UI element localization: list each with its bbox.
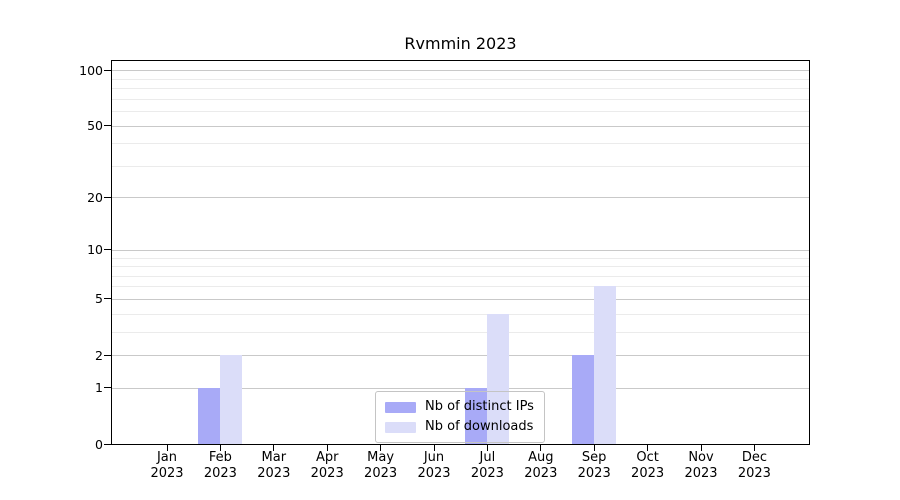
gridline-minor-40 (112, 143, 809, 145)
x-tick-label-may: May 2023 (364, 450, 398, 481)
x-tick-mark-jan (166, 445, 168, 451)
gridline-minor-80 (112, 88, 809, 89)
x-tick-mark-sep (593, 445, 595, 451)
gridline-minor-9 (112, 257, 809, 259)
gridline-minor-30 (112, 165, 809, 167)
legend-item-distinct-ips: Nb of distinct IPs (385, 397, 534, 417)
gridline-minor-4 (112, 313, 809, 315)
y-tick-label-10: 10 (87, 242, 103, 258)
gridline-major-1 (112, 387, 809, 389)
x-tick-mark-feb (219, 445, 221, 451)
x-tick-label-aug: Aug 2023 (524, 450, 558, 481)
x-tick-label-dec: Dec 2023 (737, 450, 771, 481)
plot-area: Nb of distinct IPs Nb of downloads (111, 60, 810, 445)
x-tick-label-jan: Jan 2023 (150, 450, 184, 481)
y-tick-label-1: 1 (95, 380, 103, 396)
bar-distinct-ips-sep (572, 355, 595, 444)
y-tick-label-2: 2 (95, 347, 103, 363)
gridline-minor-90 (112, 78, 809, 80)
x-tick-label-nov: Nov 2023 (684, 450, 718, 481)
y-tick-label-0: 0 (95, 436, 103, 452)
chart-title: Rvmmin 2023 (404, 34, 517, 53)
y-tick-mark-20 (104, 196, 111, 198)
legend-swatch-downloads (385, 421, 416, 433)
gridline-minor-6 (112, 286, 809, 288)
bar-downloads-jul (487, 313, 510, 444)
gridline-minor-3 (112, 331, 809, 333)
x-tick-label-oct: Oct 2023 (631, 450, 665, 481)
gridline-major-5 (112, 298, 809, 300)
gridline-major-100 (112, 70, 809, 72)
x-tick-label-jun: Jun 2023 (417, 450, 451, 481)
x-tick-label-jul: Jul 2023 (470, 450, 504, 481)
gridline-minor-7 (112, 275, 809, 277)
gridline-major-10 (112, 249, 809, 251)
gridline-major-50 (112, 125, 809, 127)
x-tick-label-apr: Apr 2023 (310, 450, 344, 481)
x-tick-mark-jul (486, 445, 488, 451)
x-tick-mark-dec (753, 445, 755, 451)
gridline-minor-70 (112, 98, 809, 100)
y-tick-label-50: 50 (87, 118, 103, 133)
gridline-minor-8 (112, 266, 809, 267)
legend-label-downloads: Nb of downloads (425, 419, 534, 434)
x-tick-label-mar: Mar 2023 (257, 450, 291, 481)
bar-downloads-feb (220, 355, 243, 444)
bar-distinct-ips-jul (465, 387, 488, 444)
legend-item-downloads: Nb of downloads (385, 417, 534, 437)
gridline-major-2 (112, 355, 809, 356)
y-tick-mark-2 (104, 354, 111, 356)
bar-distinct-ips-feb (198, 387, 221, 444)
y-tick-mark-100 (104, 69, 111, 71)
gridline-minor-60 (112, 110, 809, 112)
x-tick-mark-mar (273, 445, 275, 451)
x-tick-mark-jun (433, 445, 435, 451)
x-tick-mark-oct (647, 445, 649, 451)
x-tick-mark-aug (540, 445, 542, 451)
x-tick-mark-may (380, 445, 382, 451)
y-tick-label-20: 20 (87, 189, 103, 205)
bar-downloads-sep (594, 286, 617, 444)
x-tick-label-sep: Sep 2023 (577, 450, 611, 481)
y-tick-mark-10 (104, 249, 111, 251)
y-tick-mark-0 (104, 443, 111, 445)
y-tick-mark-1 (104, 387, 111, 389)
y-tick-mark-5 (104, 298, 111, 300)
y-tick-label-5: 5 (95, 291, 103, 307)
legend: Nb of distinct IPs Nb of downloads (375, 391, 545, 443)
legend-label-distinct-ips: Nb of distinct IPs (425, 399, 534, 414)
x-tick-mark-nov (700, 445, 702, 451)
legend-swatch-distinct-ips (385, 401, 416, 413)
y-tick-mark-50 (104, 125, 111, 126)
x-tick-mark-apr (326, 445, 328, 451)
x-tick-label-feb: Feb 2023 (203, 450, 237, 481)
gridline-major-20 (112, 197, 809, 199)
y-tick-label-100: 100 (79, 62, 103, 78)
